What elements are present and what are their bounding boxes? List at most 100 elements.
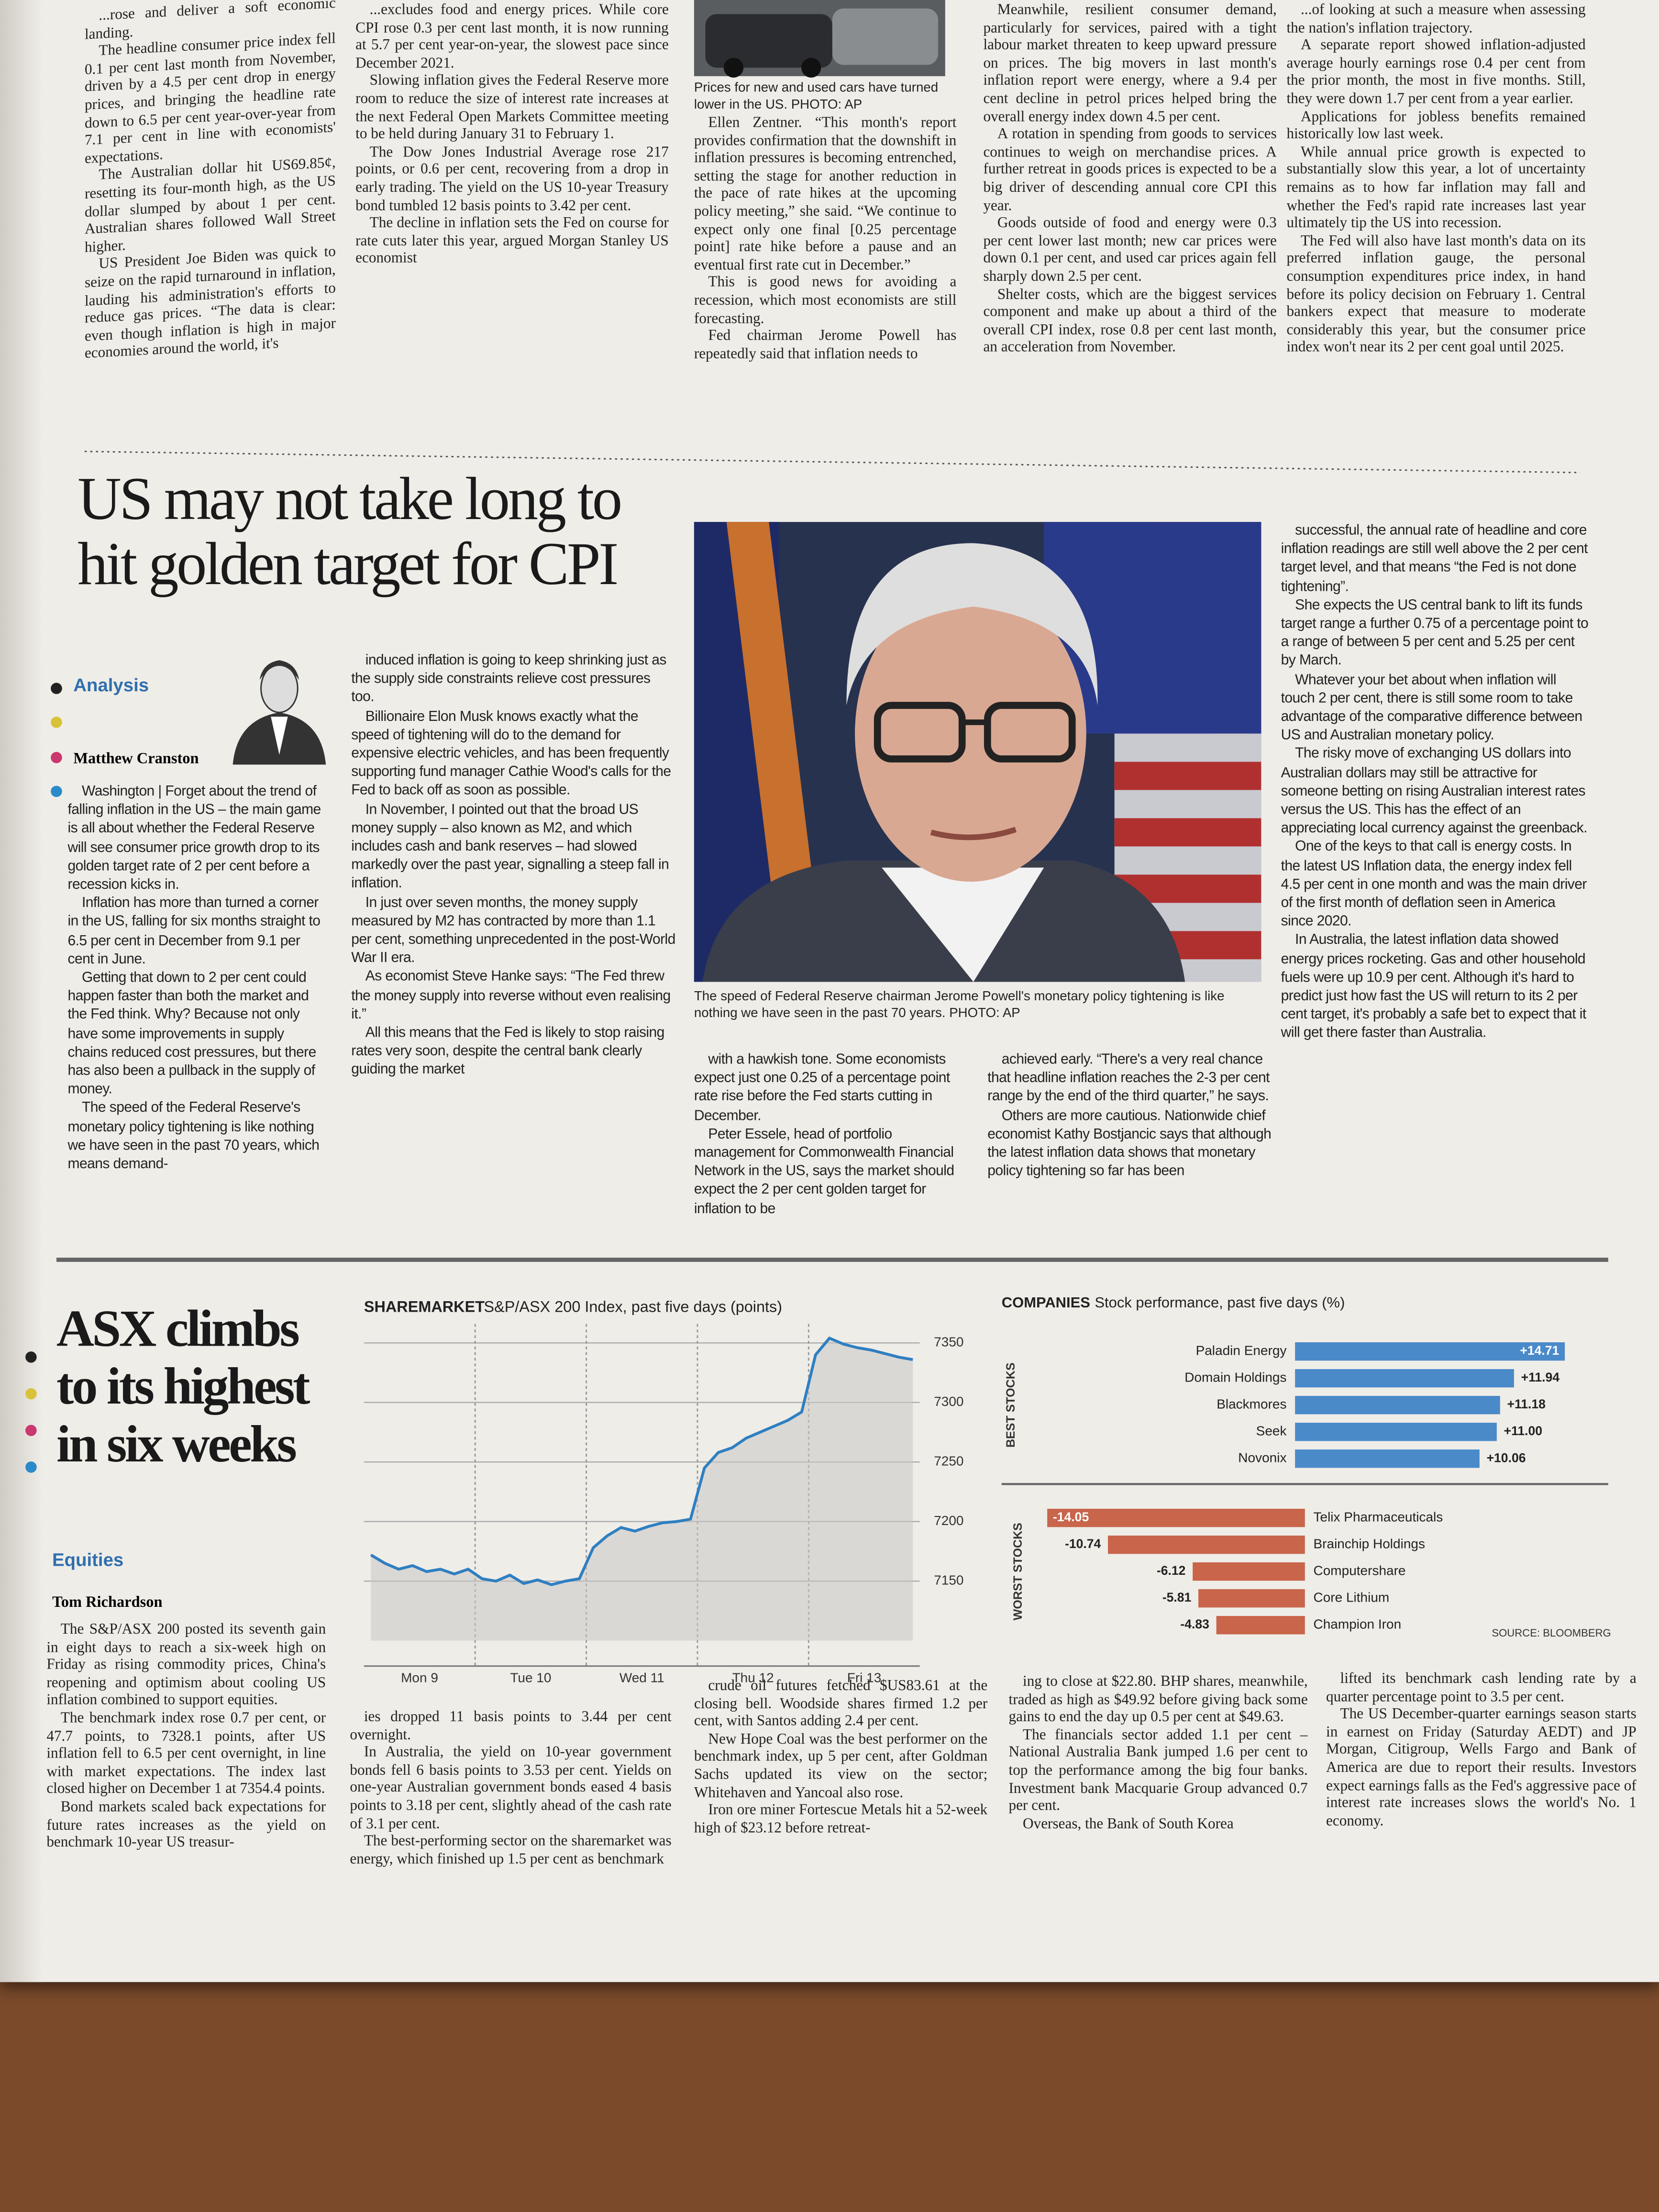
- x-tick-label: Tue 10: [510, 1670, 551, 1685]
- paragraph: The speed of the Federal Reserve's monet…: [67, 1101, 320, 1172]
- column: The S&P/ASX 200 posted its seventh gain …: [46, 1622, 326, 1947]
- paragraph: The Dow Jones Industrial Average rose 21…: [355, 145, 669, 214]
- paragraph: lifted its benchmark cash lending rate b…: [1326, 1671, 1637, 1705]
- paragraph: ...of looking at such a measure when ass…: [1286, 2, 1586, 36]
- paragraph: achieved early. “There's a very real cha…: [987, 1052, 1270, 1106]
- headline: US may not take long to hit golden targe…: [77, 467, 622, 598]
- author: Matthew Cranston: [73, 750, 199, 768]
- column: ...excludes food and energy prices. Whil…: [355, 3, 669, 409]
- column: ing to close at $22.80. BHP shares, mean…: [1009, 1674, 1308, 1900]
- paragraph: This is good news for avoiding a recessi…: [694, 276, 957, 327]
- bar: [1295, 1396, 1500, 1415]
- bar: [1193, 1562, 1305, 1581]
- paragraph: In Australia, the latest inflation data …: [1281, 933, 1587, 1042]
- category-label: Brainchip Holdings: [1314, 1537, 1425, 1551]
- separator: [84, 451, 1580, 474]
- author-portrait: [232, 660, 326, 765]
- value-label: -10.74: [1065, 1537, 1101, 1551]
- source: SOURCE: BLOOMBERG: [1492, 1627, 1611, 1639]
- column: successful, the annual rate of headline …: [1281, 522, 1589, 1227]
- powell-photo: [694, 522, 1261, 982]
- bar: [1295, 1369, 1514, 1388]
- paragraph: Washington | Forget about the trend of f…: [67, 784, 321, 893]
- paragraph: ies dropped 11 basis points to 3.44 per …: [350, 1710, 672, 1743]
- x-tick-label: Fri 13: [847, 1670, 882, 1685]
- paragraph: The Fed will also have last month's data…: [1286, 233, 1586, 356]
- category-label: Blackmores: [1217, 1397, 1286, 1412]
- photo-caption: The speed of Federal Reserve chairman Je…: [694, 987, 1225, 1020]
- paragraph: Others are more cautious. Nationwide chi…: [987, 1108, 1272, 1180]
- bar: [1295, 1342, 1565, 1361]
- bar: [1047, 1508, 1305, 1527]
- panel-label: WORST STOCKS: [1011, 1523, 1025, 1620]
- paragraph: In November, I pointed out that the broa…: [351, 802, 669, 893]
- column: achieved early. “There's a very real cha…: [987, 1051, 1277, 1234]
- paragraph: A separate report showed inflation-adjus…: [1286, 38, 1586, 108]
- paragraph: The US December-quarter earnings season …: [1326, 1707, 1637, 1830]
- y-tick-label: 7250: [934, 1454, 963, 1469]
- paragraph: crude oil futures fetched $US83.61 at th…: [694, 1679, 988, 1730]
- paragraph: The decline in inflation sets the Fed on…: [355, 216, 669, 267]
- category-label: Novonix: [1238, 1450, 1286, 1465]
- value-label: +14.71: [1520, 1343, 1559, 1358]
- paragraph: Whatever your bet about when inflation w…: [1281, 672, 1582, 744]
- y-tick-label: 7350: [934, 1335, 963, 1349]
- paragraph: All this means that the Fed is likely to…: [351, 1026, 664, 1079]
- registration-dots: [25, 683, 62, 1473]
- value-label: -4.83: [1180, 1617, 1209, 1631]
- value-label: +11.18: [1507, 1397, 1546, 1411]
- category-label: Champion Iron: [1314, 1617, 1402, 1632]
- category-label: Paladin Energy: [1196, 1343, 1287, 1358]
- bar: [1295, 1423, 1497, 1441]
- car-photo: [694, 0, 945, 78]
- value-label: -14.05: [1053, 1510, 1089, 1524]
- category-label: Core Lithium: [1314, 1590, 1390, 1605]
- category-label: Domain Holdings: [1184, 1370, 1286, 1385]
- paragraph: The financials sector added 1.1 per cent…: [1008, 1727, 1308, 1814]
- bar: [1198, 1589, 1305, 1608]
- value-label: +10.06: [1487, 1450, 1526, 1465]
- page-fold: [0, 0, 43, 1982]
- paragraph: Bond markets scaled back expectations fo…: [46, 1800, 326, 1851]
- column: Washington | Forget about the trend of f…: [68, 783, 322, 1241]
- x-tick-label: Wed 11: [619, 1670, 664, 1685]
- paragraph: The S&P/ASX 200 posted its seventh gain …: [46, 1622, 326, 1709]
- chart-title: SHAREMARKET: [364, 1298, 485, 1315]
- column: with a hawkish tone. Some economists exp…: [694, 1051, 969, 1234]
- paragraph: induced inflation is going to keep shrin…: [351, 653, 666, 706]
- bar: [1108, 1535, 1305, 1554]
- category-label: Computershare: [1314, 1563, 1406, 1578]
- headline: ASX climbs to its highest in six weeks: [56, 1300, 310, 1474]
- paragraph: Peter Essele, head of portfolio manageme…: [694, 1127, 954, 1217]
- chart-subtitle: S&P/ASX 200 Index, past five days (point…: [484, 1298, 783, 1315]
- category-label: Telix Pharmaceuticals: [1314, 1510, 1443, 1525]
- paragraph: A rotation in spending from goods to ser…: [983, 127, 1277, 214]
- column: Meanwhile, resilient consumer demand, pa…: [983, 3, 1276, 426]
- paragraph: Fed chairman Jerome Powell has repeatedl…: [694, 329, 957, 363]
- newspaper-page: [0, 0, 1659, 1982]
- column: lifted its benchmark cash lending rate b…: [1326, 1672, 1637, 1898]
- bar: [1216, 1616, 1305, 1635]
- line: [370, 1336, 913, 1586]
- value-label: -5.81: [1162, 1590, 1192, 1604]
- paragraph: New Hope Coal was the best performer on …: [694, 1732, 988, 1801]
- paragraph: Ellen Zentner. “This month's report prov…: [694, 115, 957, 274]
- paragraph: In just over seven months, the money sup…: [351, 895, 675, 967]
- paragraph: Applications for jobless benefits remain…: [1286, 109, 1586, 143]
- paragraph: While annual price growth is expected to…: [1286, 145, 1586, 232]
- paragraph: successful, the annual rate of headline …: [1281, 523, 1588, 595]
- column: Ellen Zentner. “This month's report prov…: [694, 116, 957, 429]
- paragraph: Overseas, the Bank of South Korea: [1023, 1816, 1234, 1832]
- paragraph: Slowing inflation gives the Federal Rese…: [355, 74, 669, 143]
- column: ...of looking at such a measure when ass…: [1286, 3, 1585, 454]
- paragraph: ing to close at $22.80. BHP shares, mean…: [1008, 1674, 1308, 1726]
- section-label: Analysis: [73, 674, 149, 696]
- paragraph: The best-performing sector on the sharem…: [350, 1834, 672, 1868]
- paragraph: Iron ore miner Fortescue Metals hit a 52…: [694, 1803, 988, 1836]
- section-label: Equities: [52, 1548, 124, 1571]
- area: [371, 1338, 913, 1641]
- column: induced inflation is going to keep shrin…: [351, 652, 675, 1241]
- y-tick-label: 7300: [934, 1394, 963, 1409]
- x-tick-label: Thu 12: [732, 1670, 774, 1685]
